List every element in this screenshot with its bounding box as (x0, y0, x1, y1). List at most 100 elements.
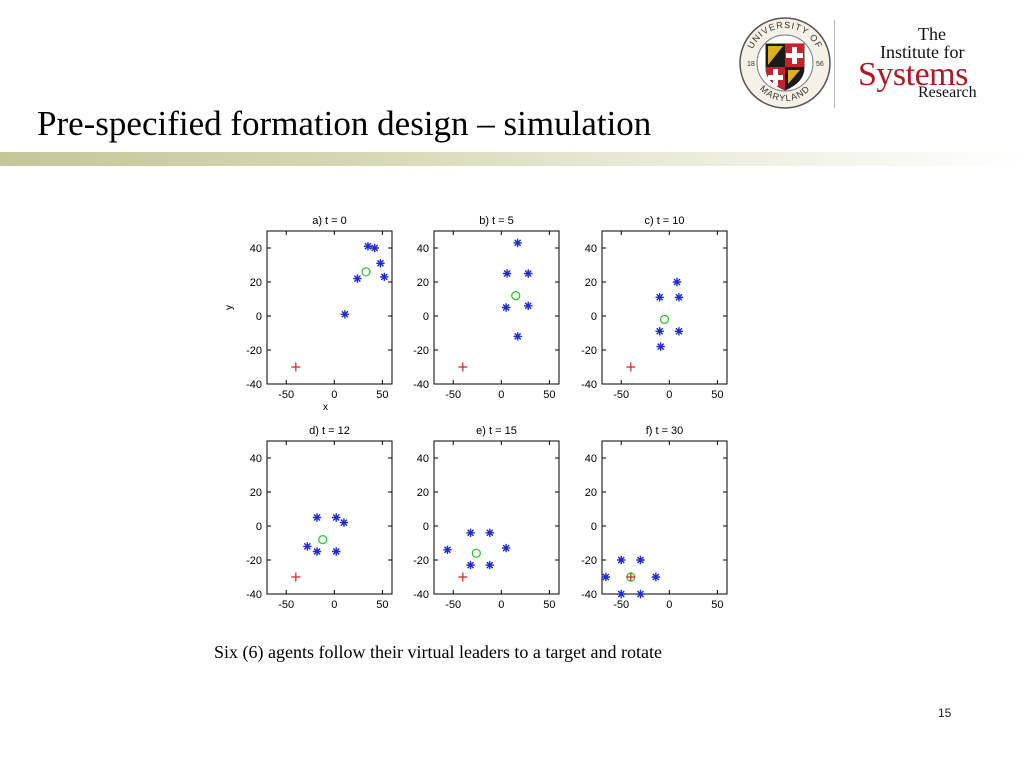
agent-point (339, 518, 349, 527)
y-tick-label: 0 (591, 521, 597, 533)
y-tick-label: 40 (250, 243, 262, 255)
y-tick-label: 40 (585, 243, 597, 255)
agent-point (651, 572, 661, 582)
y-tick-label: 20 (250, 487, 262, 499)
agent-point (655, 327, 664, 336)
chart-panel-a: a) t = 0 -50 0 50 40 20 0 -20 -40 x y (224, 215, 393, 413)
title-rule-bar (0, 152, 1024, 166)
agent-point (376, 259, 385, 268)
isr-logo-line-4: Research (918, 84, 977, 101)
y-tick-label: 20 (585, 487, 597, 499)
agent-point (636, 555, 645, 565)
isr-logo: The Institute for Systems Research (850, 20, 1010, 110)
plot-area (433, 230, 560, 385)
virtual-leader-point (471, 548, 481, 558)
x-tick-label: 50 (376, 389, 388, 401)
agent-point (370, 243, 379, 253)
x-tick-label: 0 (666, 599, 672, 611)
agent-point (466, 560, 475, 570)
plot-area (601, 230, 728, 385)
x-tick-label: 50 (711, 599, 723, 611)
y-tick-label: 40 (250, 453, 262, 465)
y-tick-label: 40 (417, 453, 429, 465)
x-tick-label: 0 (498, 389, 504, 401)
plot-area (433, 440, 560, 595)
y-tick-label: -20 (413, 345, 429, 357)
logo-area: UNIVERSITY OF MARYLAND 18 56 The Institu… (738, 16, 1008, 112)
x-tick-label: -50 (613, 389, 629, 401)
y-tick-label: -40 (413, 379, 429, 391)
agent-point (636, 589, 645, 599)
y-tick-label: -40 (246, 589, 262, 601)
isr-logo-line-2: Institute for (880, 42, 965, 62)
seal-year-right: 56 (816, 61, 824, 68)
y-tick-label: 20 (417, 277, 429, 289)
agent-point (501, 303, 511, 312)
y-tick-label: 20 (585, 277, 597, 289)
x-tick-label: -50 (278, 599, 294, 611)
y-tick-label: -20 (413, 555, 429, 567)
chart-title: c) t = 10 (644, 215, 684, 227)
x-tick-label: 50 (376, 599, 388, 611)
isr-logo-line-3: Systems (858, 56, 968, 93)
agent-point (513, 332, 522, 341)
x-tick-label: 0 (666, 389, 672, 401)
x-tick-label: 50 (543, 389, 555, 401)
y-tick-label: -20 (581, 345, 597, 357)
y-tick-label: 20 (417, 487, 429, 499)
slide-title: Pre-specified formation design – simulat… (37, 104, 652, 143)
agent-point (466, 528, 475, 537)
virtual-leader-point (318, 535, 328, 545)
chart-panel-d: d) t = 12 -50 0 50 40 20 0 -20 -40 (246, 425, 393, 611)
y-tick-label: -40 (413, 589, 429, 601)
x-tick-label: -50 (278, 389, 294, 401)
agent-point (312, 513, 322, 522)
agent-point (524, 269, 533, 278)
x-tick-label: 0 (331, 599, 337, 611)
agent-point (513, 238, 522, 248)
agent-point (303, 542, 312, 551)
x-tick-label: 50 (711, 389, 723, 401)
agent-point (332, 547, 341, 556)
agent-point (617, 589, 626, 599)
virtual-leader-point (511, 290, 521, 301)
agent-point (312, 547, 322, 556)
agent-point (332, 513, 341, 522)
page-number: 15 (938, 706, 952, 720)
umd-seal-logo: UNIVERSITY OF MARYLAND 18 56 (739, 17, 831, 109)
target-point (291, 362, 301, 372)
agent-point (443, 545, 452, 554)
x-tick-label: -50 (445, 599, 461, 611)
x-tick-label: 0 (498, 599, 504, 611)
target-point (291, 572, 301, 582)
chart-panel-e: e) t = 15 -50 0 50 40 20 0 -20 -40 (413, 425, 560, 611)
x-axis-label: x (323, 402, 328, 413)
y-tick-label: 0 (256, 311, 262, 323)
x-tick-label: 0 (331, 389, 337, 401)
agent-point (524, 301, 533, 310)
y-tick-label: 0 (423, 311, 429, 323)
chart-title: d) t = 12 (309, 425, 350, 437)
figure-caption: Six (6) agents follow their virtual lead… (214, 642, 663, 662)
x-tick-label: -50 (445, 389, 461, 401)
chart-panel-c: c) t = 10 -50 0 50 40 20 0 -20 -40 (581, 215, 728, 401)
y-tick-label: -40 (581, 589, 597, 601)
chart-title: b) t = 5 (479, 215, 514, 227)
logo-divider (834, 20, 835, 108)
chart-title: f) t = 30 (646, 425, 684, 437)
y-tick-label: 40 (585, 453, 597, 465)
virtual-leader-point (361, 267, 371, 277)
agent-point (617, 555, 626, 565)
agent-point (672, 277, 682, 287)
agent-point (674, 293, 684, 302)
simulation-figure: a) t = 0 -50 0 50 40 20 0 -20 -40 x y b) t = 5 -50 0 5… (224, 215, 728, 611)
agent-point (655, 293, 664, 302)
agent-point (353, 274, 362, 283)
target-point (458, 572, 468, 582)
virtual-leader-point (659, 314, 670, 325)
agent-point (485, 560, 494, 570)
target-point (626, 362, 636, 372)
y-tick-label: 20 (250, 277, 262, 289)
plot-area (266, 230, 393, 385)
chart-panel-f: f) t = 30 -50 0 50 40 20 0 -20 -40 (581, 425, 728, 611)
